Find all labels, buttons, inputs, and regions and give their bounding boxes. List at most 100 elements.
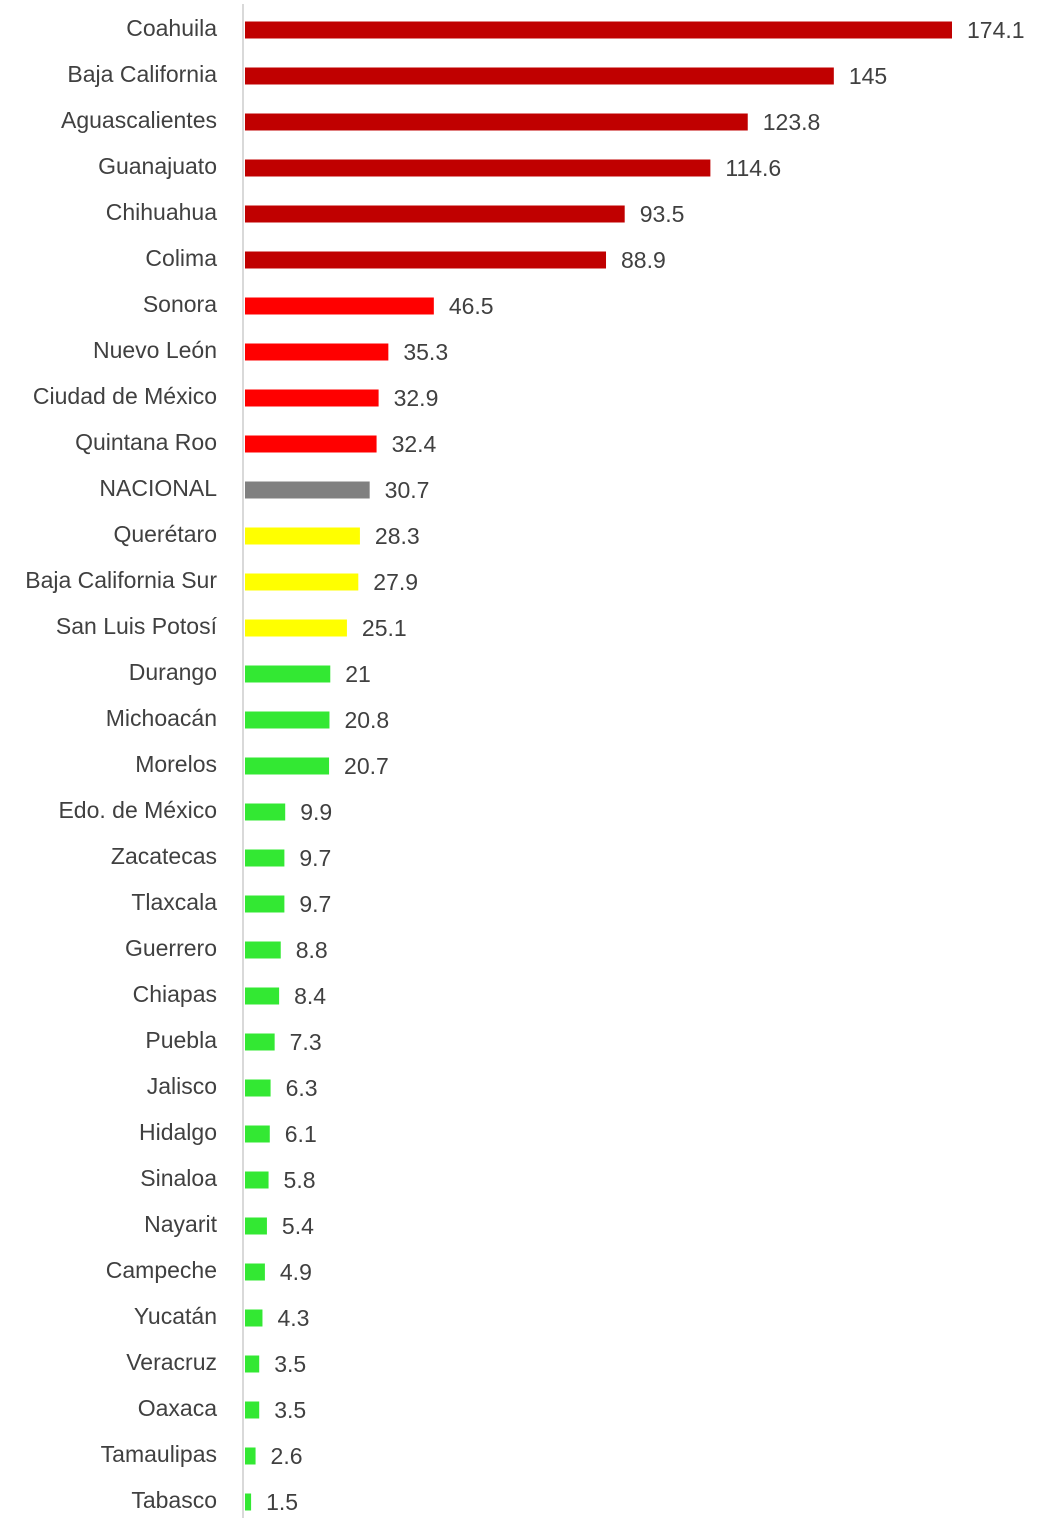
category-label: Oaxaca [138,1395,217,1421]
category-label: Tlaxcala [131,889,217,915]
category-label: Tabasco [131,1487,217,1513]
value-label: 3.5 [274,1351,306,1377]
value-label: 25.1 [362,615,407,641]
bar [245,849,285,867]
bar [245,435,377,453]
value-label: 7.3 [290,1029,322,1055]
value-label: 30.7 [385,477,430,503]
value-label: 46.5 [449,293,494,319]
bar [245,527,360,545]
category-label: Tamaulipas [101,1441,217,1467]
value-label: 35.3 [403,339,448,365]
bar [245,1355,260,1373]
bar [245,205,625,223]
bar [245,389,379,407]
bar [245,481,370,499]
value-label: 2.6 [271,1443,303,1469]
bar [245,1401,260,1419]
category-label: Aguascalientes [61,107,217,133]
bar [245,987,280,1005]
category-label: Chiapas [133,981,217,1007]
bar [245,665,331,683]
value-label: 28.3 [375,523,420,549]
bar [245,1263,265,1281]
category-label: Campeche [106,1257,217,1283]
value-label: 114.6 [725,155,781,181]
value-label: 3.5 [274,1397,306,1423]
category-label: Jalisco [147,1073,217,1099]
value-label: 32.9 [394,385,439,411]
bar [245,251,607,269]
value-label: 32.4 [392,431,437,457]
category-label: Puebla [145,1027,217,1053]
value-label: 1.5 [266,1489,298,1515]
value-label: 93.5 [640,201,685,227]
value-label: 8.8 [296,937,328,963]
value-label: 27.9 [373,569,418,595]
bar [245,1447,256,1465]
value-label: 5.4 [282,1213,314,1239]
category-label: Sonora [143,291,217,317]
bar [245,573,359,591]
value-label: 9.9 [300,799,332,825]
bar [245,757,330,775]
value-label: 9.7 [299,845,331,871]
category-label: Coahuila [126,15,217,41]
category-label: Sinaloa [140,1165,217,1191]
value-label: 6.1 [285,1121,317,1147]
bar [245,297,434,315]
category-label: Morelos [135,751,217,777]
category-label: Yucatán [134,1303,217,1329]
bar [245,159,711,177]
value-label: 123.8 [763,109,821,135]
bar [245,1217,267,1235]
value-label: 21 [345,661,371,687]
bar [245,1079,271,1097]
category-label: San Luis Potosí [56,613,218,639]
category-label: Baja California [67,61,217,87]
bar [245,1493,252,1511]
category-label: Baja California Sur [25,567,217,593]
category-label: Hidalgo [139,1119,217,1145]
category-label: Zacatecas [111,843,217,869]
category-label: Quintana Roo [75,429,217,455]
category-label: Guanajuato [98,153,217,179]
category-label: Chihuahua [106,199,217,225]
bar [245,343,389,361]
category-label: NACIONAL [99,475,217,501]
value-label: 5.8 [284,1167,316,1193]
category-label: Ciudad de México [33,383,217,409]
value-label: 88.9 [621,247,666,273]
bar [245,941,281,959]
category-label: Veracruz [126,1349,217,1375]
bar [245,895,285,913]
bar [245,711,330,729]
bar [245,619,347,637]
bar [245,21,952,39]
category-label: Michoacán [106,705,217,731]
value-label: 8.4 [294,983,326,1009]
value-label: 6.3 [286,1075,318,1101]
value-label: 4.9 [280,1259,312,1285]
value-label: 4.3 [277,1305,309,1331]
bar [245,113,748,131]
category-label: Nayarit [144,1211,217,1237]
bar [245,67,834,85]
category-label: Colima [145,245,217,271]
category-label: Guerrero [125,935,217,961]
category-label: Edo. de México [58,797,217,823]
value-label: 20.7 [344,753,389,779]
value-label: 9.7 [299,891,331,917]
value-label: 20.8 [344,707,389,733]
value-label: 174.1 [967,17,1025,43]
category-label: Durango [129,659,217,685]
value-label: 145 [849,63,887,89]
bar [245,1125,270,1143]
bar [245,803,286,821]
bar [245,1171,269,1189]
category-label: Querétaro [113,521,217,547]
bar [245,1309,263,1327]
category-label: Nuevo León [93,337,217,363]
